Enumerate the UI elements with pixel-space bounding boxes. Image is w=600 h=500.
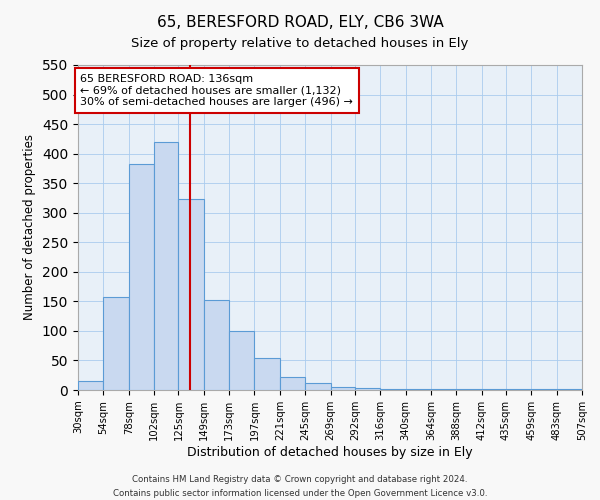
Bar (204, 300, 229, 390)
X-axis label: Distribution of detached houses by size in Ely: Distribution of detached houses by size … (187, 446, 473, 458)
Bar (254, 358, 280, 390)
Bar (380, 389, 406, 390)
Bar (129, 164, 154, 390)
Bar (355, 388, 380, 390)
Bar (331, 387, 355, 390)
Bar (406, 389, 431, 390)
Bar (78, 381, 103, 390)
Bar (154, 142, 178, 390)
Bar (229, 331, 254, 390)
Bar (178, 199, 204, 390)
Bar (280, 377, 305, 390)
Text: Size of property relative to detached houses in Ely: Size of property relative to detached ho… (131, 38, 469, 51)
Text: 65, BERESFORD ROAD, ELY, CB6 3WA: 65, BERESFORD ROAD, ELY, CB6 3WA (157, 15, 443, 30)
Text: Contains HM Land Registry data © Crown copyright and database right 2024.
Contai: Contains HM Land Registry data © Crown c… (113, 476, 487, 498)
Bar (103, 297, 129, 390)
Text: 65 BERESFORD ROAD: 136sqm
← 69% of detached houses are smaller (1,132)
30% of se: 65 BERESFORD ROAD: 136sqm ← 69% of detac… (80, 74, 353, 107)
Y-axis label: Number of detached properties: Number of detached properties (23, 134, 37, 320)
Bar (305, 383, 331, 390)
